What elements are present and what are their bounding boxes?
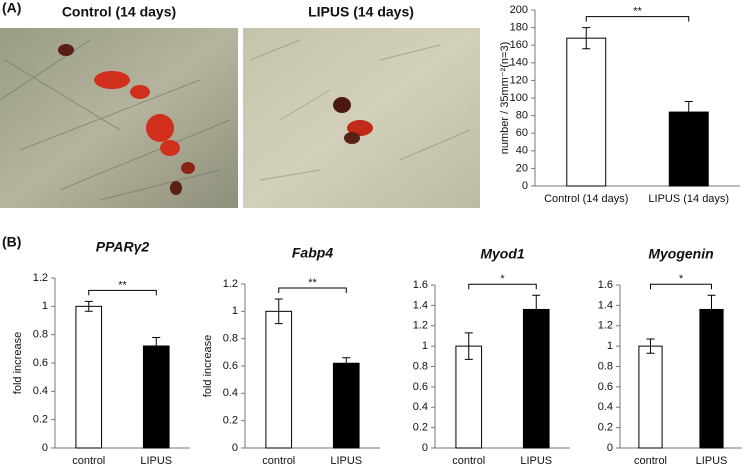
x-tick-label: control (634, 455, 667, 467)
image-title: LIPUS (14 days) (308, 4, 414, 20)
error-bar (582, 27, 591, 50)
y-tick-label: 1.4 (413, 299, 428, 311)
x-tick-label: LIPUS (696, 455, 728, 467)
y-tick-label: 180 (510, 22, 528, 34)
significance-bracket (585, 16, 690, 22)
y-tick-label: 1 (42, 300, 48, 312)
bar (455, 345, 483, 449)
y-tick-label: 200 (510, 4, 528, 16)
image-title: Control (14 days) (62, 4, 176, 20)
y-tick-label: 0.4 (223, 387, 238, 399)
y-tick-label: 1 (607, 340, 613, 352)
error-bar (684, 101, 693, 124)
significance-bracket (650, 283, 712, 290)
bar (265, 310, 293, 449)
y-tick-label: 40 (516, 145, 528, 157)
significance: ** (308, 277, 317, 289)
y-axis-label: number / 35mm⁻²(n=3) (499, 42, 511, 154)
bar (522, 308, 550, 449)
error-bar (532, 294, 541, 325)
significance-bracket (278, 287, 347, 294)
y-tick-label: 0.2 (413, 422, 428, 434)
y-tick-label: 1.6 (413, 279, 428, 291)
chart-title: Myod1 (480, 246, 525, 262)
y-tick-label: 1.6 (598, 279, 613, 291)
y-tick-label: 20 (516, 162, 528, 174)
error-bar (646, 338, 655, 354)
y-tick-label: 1.2 (33, 272, 48, 284)
bar (142, 345, 170, 449)
error-bar (707, 294, 716, 325)
y-axis-label: fold increase (202, 335, 214, 397)
y-tick-label: 60 (516, 127, 528, 139)
y-tick-label: 0.6 (223, 360, 238, 372)
y-tick-label: 1.2 (598, 320, 613, 332)
panel-label: (A) (2, 0, 21, 16)
error-bar (274, 298, 283, 325)
y-tick-label: 1 (422, 340, 428, 352)
y-tick-label: 0.4 (413, 401, 428, 413)
chart-title: PPARγ2 (96, 239, 150, 255)
x-tick-label: LIPUS (330, 455, 362, 467)
x-tick-label: control (452, 455, 485, 467)
y-tick-label: 0.2 (598, 422, 613, 434)
chart-title: Myogenin (648, 246, 713, 262)
y-tick-label: 1.2 (223, 278, 238, 290)
y-tick-label: 0.4 (33, 385, 48, 397)
y-tick-label: 0.8 (33, 329, 48, 341)
significance-bracket (88, 289, 157, 296)
bar (699, 308, 724, 449)
panel-label: (B) (2, 234, 21, 250)
x-tick-label: LIPUS (520, 455, 552, 467)
x-tick-label: Control (14 days) (544, 193, 628, 205)
y-tick-label: 0 (522, 180, 528, 192)
significance: * (679, 273, 684, 285)
y-tick-label: 0 (422, 442, 428, 454)
y-tick-label: 0.6 (598, 381, 613, 393)
y-tick-label: 1.2 (413, 320, 428, 332)
bar (332, 362, 360, 449)
y-tick-label: 0.6 (33, 357, 48, 369)
bar (668, 111, 709, 187)
significance-bracket (468, 283, 537, 290)
x-tick-label: LIPUS (140, 455, 172, 467)
micrograph (0, 28, 238, 208)
significance: ** (633, 6, 642, 18)
y-tick-label: 140 (510, 57, 528, 69)
bar (638, 345, 663, 449)
x-tick-label: control (262, 455, 295, 467)
y-tick-label: 0.8 (598, 360, 613, 372)
x-tick-label: LIPUS (14 days) (648, 193, 729, 205)
y-axis-label: fold increase (12, 332, 24, 394)
y-tick-label: 0.2 (33, 414, 48, 426)
bar (566, 37, 607, 187)
x-tick-label: control (72, 455, 105, 467)
y-tick-label: 120 (510, 74, 528, 86)
error-bar (152, 337, 161, 355)
error-bar (464, 332, 473, 360)
y-tick-label: 160 (510, 39, 528, 51)
y-tick-label: 0 (607, 442, 613, 454)
y-tick-label: 1 (232, 305, 238, 317)
y-tick-label: 0 (42, 442, 48, 454)
y-tick-label: 80 (516, 110, 528, 122)
error-bar (84, 300, 93, 312)
y-tick-label: 0.2 (223, 415, 238, 427)
error-bar (342, 357, 351, 370)
y-tick-label: 100 (510, 92, 528, 104)
bar (75, 305, 103, 449)
micrograph (243, 28, 480, 208)
y-tick-label: 0.4 (598, 401, 613, 413)
y-tick-label: 0.8 (223, 333, 238, 345)
significance: * (500, 273, 505, 285)
significance: ** (118, 279, 127, 291)
chart-title: Fabp4 (292, 245, 333, 261)
y-tick-label: 0.6 (413, 381, 428, 393)
y-tick-label: 1.4 (598, 299, 613, 311)
y-tick-label: 0.8 (413, 360, 428, 372)
y-tick-label: 0 (232, 442, 238, 454)
